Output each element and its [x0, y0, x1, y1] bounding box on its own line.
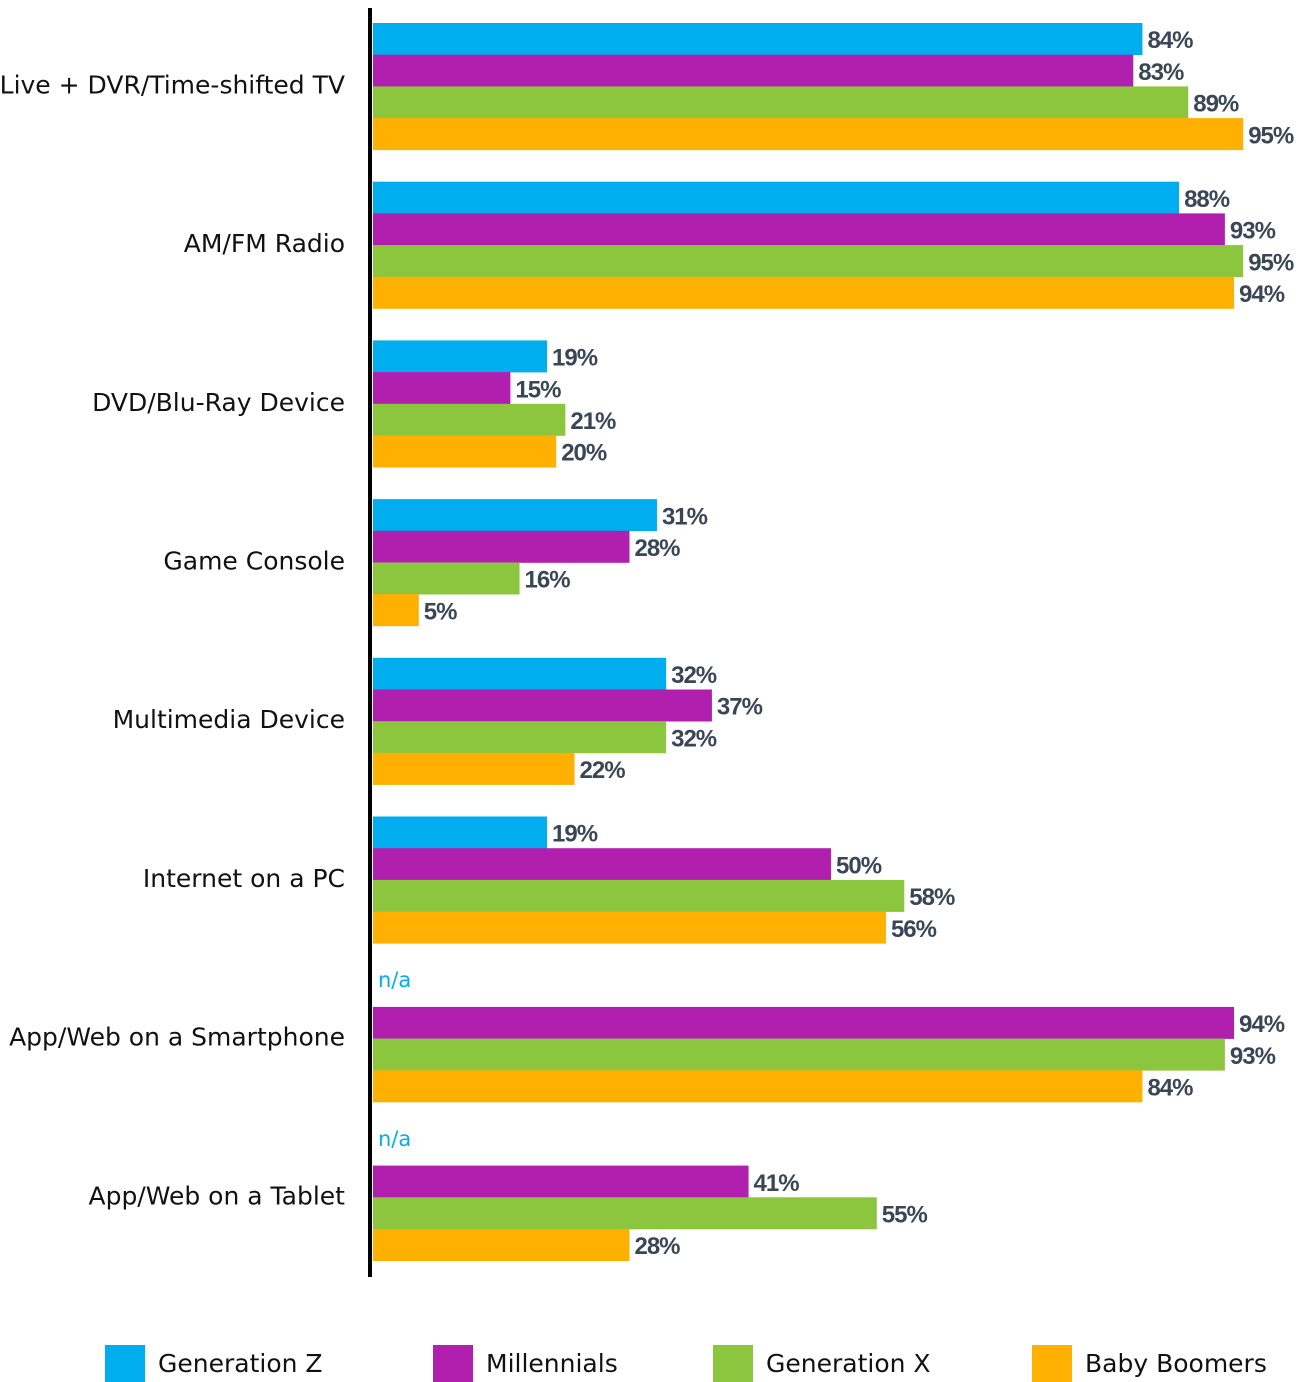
category-label: Multimedia Device	[113, 705, 345, 734]
value-label: 32%	[671, 725, 717, 752]
bar	[373, 372, 511, 405]
legend-swatch	[105, 1345, 145, 1382]
value-label: 20%	[561, 440, 607, 467]
category-label: App/Web on a Tablet	[88, 1181, 345, 1210]
value-label: 32%	[671, 662, 717, 689]
category-label: Live + DVR/Time-shifted TV	[0, 70, 345, 99]
bar	[373, 1038, 1225, 1071]
value-label: 50%	[836, 852, 882, 879]
value-label: 93%	[1230, 1043, 1276, 1070]
bar	[373, 245, 1244, 278]
legend-label: Generation Z	[158, 1349, 323, 1378]
category-label: Game Console	[163, 547, 345, 576]
legend-label: Millennials	[486, 1349, 618, 1378]
bar	[373, 879, 905, 912]
bar	[373, 181, 1180, 214]
value-label: 95%	[1248, 122, 1294, 149]
bar	[373, 1070, 1143, 1103]
value-label: 5%	[424, 598, 457, 625]
bar	[373, 118, 1244, 151]
bar	[373, 911, 886, 944]
category-label: Internet on a PC	[143, 864, 345, 893]
value-label: 84%	[1147, 1074, 1193, 1101]
bar	[373, 816, 548, 849]
value-label: 55%	[882, 1201, 928, 1228]
bar	[373, 1229, 630, 1261]
value-label: 94%	[1239, 1011, 1285, 1038]
bar	[373, 657, 667, 690]
value-label: n/a	[378, 968, 411, 992]
value-label: 28%	[634, 1233, 680, 1260]
value-label: 15%	[515, 376, 561, 403]
value-label: n/a	[378, 1127, 411, 1151]
value-label: 28%	[634, 535, 680, 562]
bar	[373, 499, 657, 532]
value-label: 22%	[580, 757, 626, 784]
category-label: App/Web on a Smartphone	[9, 1023, 345, 1052]
value-label: 19%	[552, 821, 598, 848]
bar	[373, 340, 548, 373]
legend-label: Generation X	[766, 1349, 931, 1378]
bar	[373, 752, 575, 785]
value-label: 56%	[891, 916, 937, 943]
bar	[373, 530, 630, 563]
bar	[373, 1197, 877, 1230]
value-label: 21%	[570, 408, 616, 435]
category-label: AM/FM Radio	[184, 229, 345, 258]
value-label: 37%	[717, 694, 763, 721]
bar	[373, 689, 712, 722]
bar	[373, 1006, 1235, 1039]
bar	[373, 848, 831, 881]
value-label: 83%	[1138, 59, 1184, 86]
legend-swatch	[713, 1345, 753, 1382]
value-label: 16%	[525, 567, 571, 594]
bar	[373, 54, 1134, 87]
legend-label: Baby Boomers	[1085, 1349, 1267, 1378]
value-label: 58%	[909, 884, 955, 911]
bar	[373, 213, 1225, 246]
value-label: 94%	[1239, 281, 1285, 308]
bar	[373, 435, 557, 468]
value-label: 41%	[754, 1170, 800, 1197]
value-label: 93%	[1230, 218, 1276, 245]
bar	[373, 562, 520, 595]
legend-swatch	[1032, 1345, 1072, 1382]
bar	[373, 403, 566, 436]
bar	[373, 86, 1189, 119]
value-label: 84%	[1147, 27, 1193, 54]
value-label: 31%	[662, 503, 708, 530]
value-label: 19%	[552, 345, 598, 372]
bar	[373, 721, 667, 754]
value-label: 88%	[1184, 186, 1230, 213]
value-label: 89%	[1193, 91, 1239, 118]
legend-swatch	[433, 1345, 473, 1382]
bar	[373, 1165, 749, 1198]
bar	[373, 594, 419, 627]
bar	[373, 23, 1143, 55]
category-label: DVD/Blu-Ray Device	[92, 388, 345, 417]
bar	[373, 276, 1235, 309]
value-label: 95%	[1248, 249, 1294, 276]
